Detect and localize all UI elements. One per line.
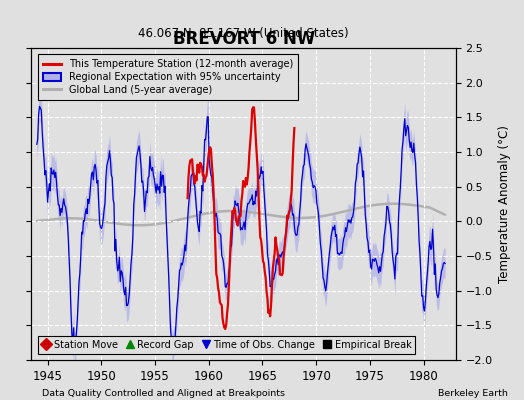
- Text: Berkeley Earth: Berkeley Earth: [439, 389, 508, 398]
- Text: 46.067 N, 85.167 W (United States): 46.067 N, 85.167 W (United States): [138, 27, 349, 40]
- Text: Data Quality Controlled and Aligned at Breakpoints: Data Quality Controlled and Aligned at B…: [42, 389, 285, 398]
- Legend: Station Move, Record Gap, Time of Obs. Change, Empirical Break: Station Move, Record Gap, Time of Obs. C…: [38, 336, 416, 354]
- Title: BREVORT 6 NW: BREVORT 6 NW: [172, 30, 315, 48]
- Y-axis label: Temperature Anomaly (°C): Temperature Anomaly (°C): [498, 125, 511, 283]
